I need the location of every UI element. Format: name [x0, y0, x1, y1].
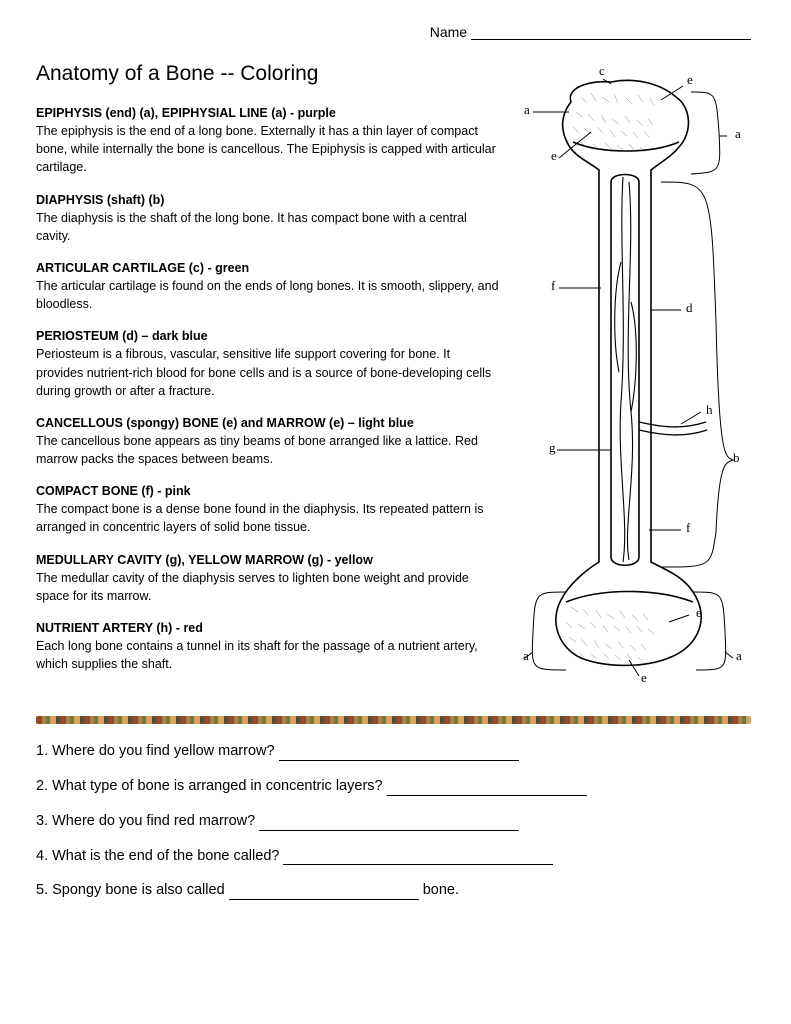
section-body: The compact bone is a dense bone found i… [36, 500, 499, 536]
diagram-label-c: c [599, 63, 605, 78]
diagram-label-a: a [736, 648, 742, 663]
answer-blank[interactable] [229, 886, 419, 901]
name-label: Name [430, 24, 467, 40]
question-1: 1. Where do you find yellow marrow? [36, 742, 751, 761]
section-heading: CANCELLOUS (spongy) BONE (e) and MARROW … [36, 414, 499, 432]
section-heading: EPIPHYSIS (end) (a), EPIPHYSIAL LINE (a)… [36, 104, 499, 122]
diagram-label-h: h [706, 402, 713, 417]
diagram-label-a: a [735, 126, 741, 141]
diagram-label-b: b [733, 450, 740, 465]
section-5: COMPACT BONE (f) - pinkThe compact bone … [36, 482, 499, 536]
question-number: 5. [36, 882, 52, 898]
question-number: 3. [36, 813, 52, 829]
question-2: 2. What type of bone is arranged in conc… [36, 777, 751, 796]
question-text: What is the end of the bone called? [52, 848, 283, 864]
section-body: Periosteum is a fibrous, vascular, sensi… [36, 345, 499, 399]
section-body: The articular cartilage is found on the … [36, 277, 499, 313]
diagram-label-e: e [696, 605, 702, 620]
section-heading: COMPACT BONE (f) - pink [36, 482, 499, 500]
name-blank[interactable] [471, 39, 751, 40]
question-text: Where do you find yellow marrow? [52, 743, 278, 759]
diagram-label-g: g [549, 440, 556, 455]
section-body: The diaphysis is the shaft of the long b… [36, 209, 499, 245]
question-number: 1. [36, 743, 52, 759]
diagram-label-f: f [551, 278, 556, 293]
question-text: Where do you find red marrow? [52, 813, 259, 829]
section-7: NUTRIENT ARTERY (h) - redEach long bone … [36, 619, 499, 673]
answer-blank[interactable] [283, 851, 553, 866]
diagram-label-a: a [524, 102, 530, 117]
diagram-label-e: e [687, 72, 693, 87]
section-4: CANCELLOUS (spongy) BONE (e) and MARROW … [36, 414, 499, 468]
diagram-label-a: a [523, 648, 529, 663]
name-field: Name [36, 24, 751, 40]
section-body: The cancellous bone appears as tiny beam… [36, 432, 499, 468]
section-body: The medullar cavity of the diaphysis ser… [36, 569, 499, 605]
question-5: 5. Spongy bone is also called bone. [36, 881, 751, 900]
section-heading: NUTRIENT ARTERY (h) - red [36, 619, 499, 637]
question-text: What type of bone is arranged in concent… [52, 778, 386, 794]
diagram-label-f: f [686, 520, 691, 535]
section-heading: MEDULLARY CAVITY (g), YELLOW MARROW (g) … [36, 551, 499, 569]
question-number: 4. [36, 848, 52, 864]
section-1: DIAPHYSIS (shaft) (b)The diaphysis is th… [36, 191, 499, 245]
section-body: Each long bone contains a tunnel in its … [36, 637, 499, 673]
section-6: MEDULLARY CAVITY (g), YELLOW MARROW (g) … [36, 551, 499, 605]
text-column: Anatomy of a Bone -- Coloring EPIPHYSIS … [36, 62, 511, 687]
content-row: Anatomy of a Bone -- Coloring EPIPHYSIS … [36, 62, 751, 702]
bone-svg: a c e a e f d h g b f e a a e [511, 62, 751, 702]
diagram-label-e: e [551, 148, 557, 163]
questions-list: 1. Where do you find yellow marrow? 2. W… [36, 742, 751, 900]
section-2: ARTICULAR CARTILAGE (c) - greenThe artic… [36, 259, 499, 313]
diagram-label-d: d [686, 300, 693, 315]
decorative-divider [36, 716, 751, 724]
question-tail: bone. [419, 882, 459, 898]
bone-diagram: a c e a e f d h g b f e a a e [511, 62, 751, 702]
question-3: 3. Where do you find red marrow? [36, 812, 751, 831]
page-title: Anatomy of a Bone -- Coloring [36, 62, 499, 86]
section-body: The epiphysis is the end of a long bone.… [36, 122, 499, 176]
diagram-label-e: e [641, 670, 647, 685]
section-heading: PERIOSTEUM (d) – dark blue [36, 327, 499, 345]
answer-blank[interactable] [259, 816, 519, 831]
question-number: 2. [36, 778, 52, 794]
section-0: EPIPHYSIS (end) (a), EPIPHYSIAL LINE (a)… [36, 104, 499, 177]
section-heading: DIAPHYSIS (shaft) (b) [36, 191, 499, 209]
answer-blank[interactable] [387, 781, 587, 796]
question-text: Spongy bone is also called [52, 882, 229, 898]
section-heading: ARTICULAR CARTILAGE (c) - green [36, 259, 499, 277]
question-4: 4. What is the end of the bone called? [36, 847, 751, 866]
section-3: PERIOSTEUM (d) – dark bluePeriosteum is … [36, 327, 499, 400]
answer-blank[interactable] [279, 746, 519, 761]
